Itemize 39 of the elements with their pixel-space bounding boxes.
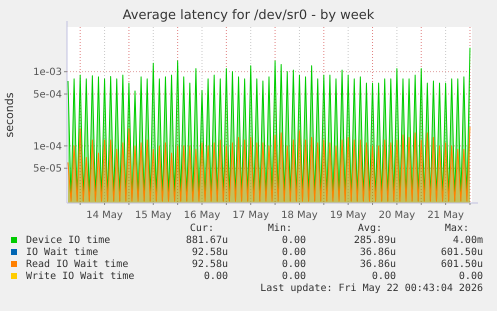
text: 92.58u xyxy=(192,247,228,258)
y-axis-title: seconds xyxy=(3,92,16,138)
text: 601.50u xyxy=(440,259,483,270)
text: 36.86u xyxy=(360,259,396,270)
text: 285.89u xyxy=(354,235,396,246)
legend-label: IO Wait time xyxy=(26,247,98,258)
text: 0.00 xyxy=(282,235,306,246)
text: 0.00 xyxy=(282,247,306,258)
text: 92.58u xyxy=(192,259,228,270)
text: Max: xyxy=(444,223,469,234)
x-tick-label: 16 May xyxy=(184,210,220,221)
text: 601.50u xyxy=(440,247,483,258)
text: 0.00 xyxy=(282,271,306,282)
y-tick-label: 5e-04 xyxy=(33,90,62,101)
x-tick-label: 17 May xyxy=(232,210,270,221)
text: 36.86u xyxy=(360,247,396,258)
x-tick-label: 21 May xyxy=(427,210,464,221)
x-tick-label: 14 May xyxy=(86,210,123,221)
y-tick-label: 1e-03 xyxy=(33,67,62,78)
y-tick-label: 5e-05 xyxy=(33,164,62,175)
text: Avg: xyxy=(358,223,382,234)
y-tick-label: 1e-04 xyxy=(33,141,62,152)
text: Last update: Fri May 22 00:43:04 2026 xyxy=(260,283,483,294)
legend-label: Device IO time xyxy=(26,235,110,246)
x-tick-label: 15 May xyxy=(134,210,172,221)
text: 4.00m xyxy=(452,235,483,246)
text: Min: xyxy=(268,223,292,234)
x-tick-label: 19 May xyxy=(330,210,367,221)
x-tick-label: 20 May xyxy=(378,210,416,221)
x-tick-label: 18 May xyxy=(281,210,318,221)
legend-label: Write IO Wait time xyxy=(26,271,134,282)
text: 0.00 xyxy=(458,271,483,282)
text: 0.00 xyxy=(372,271,396,282)
text: Cur: xyxy=(190,223,214,234)
chart-title: Average latency for /dev/sr0 - by week xyxy=(122,8,375,23)
text: 0.00 xyxy=(282,259,306,270)
text: 881.67u xyxy=(186,235,228,246)
legend-label: Read IO Wait time xyxy=(26,259,128,270)
text: 0.00 xyxy=(204,271,228,282)
